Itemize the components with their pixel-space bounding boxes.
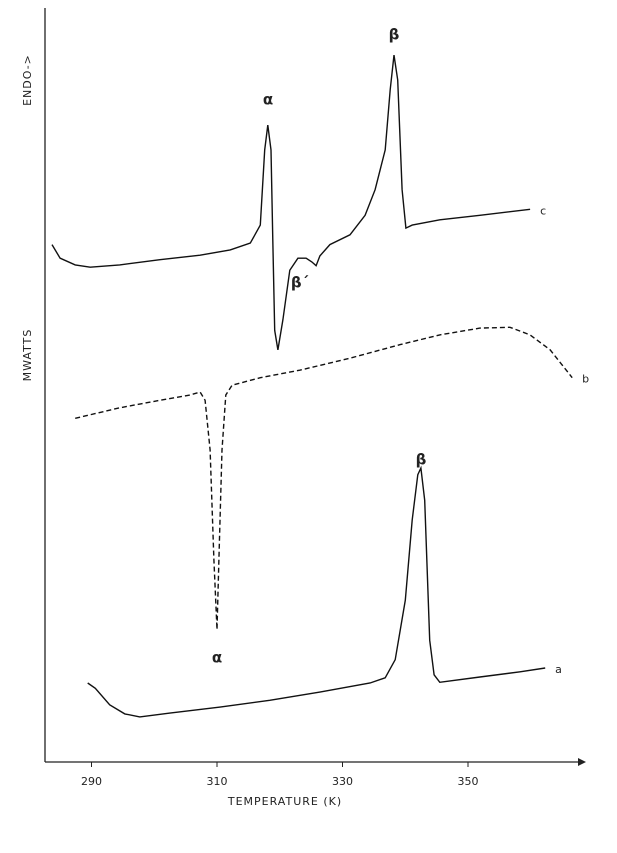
x-tick-label: 310 [207, 775, 228, 788]
series-label: c [540, 204, 546, 217]
series-line [87, 465, 546, 718]
y-axis-label: MWATTS [21, 329, 34, 382]
series-line [75, 326, 573, 630]
x-tick-label: 330 [332, 775, 353, 788]
series-label: a [555, 663, 562, 676]
peak-label: α [263, 91, 273, 109]
x-tick-label: 290 [81, 775, 102, 788]
peak-label: β [389, 26, 400, 44]
peak-label: β [416, 451, 427, 469]
series-label: b [582, 373, 589, 386]
y-direction-label: ENDO-> [21, 54, 34, 106]
x-axis-label: TEMPERATURE (K) [227, 795, 342, 808]
series-line [51, 54, 531, 351]
peak-label: β´ [291, 274, 309, 292]
x-tick-label: 350 [458, 775, 479, 788]
x-axis-arrow [578, 758, 586, 766]
peak-label: α [212, 649, 222, 667]
